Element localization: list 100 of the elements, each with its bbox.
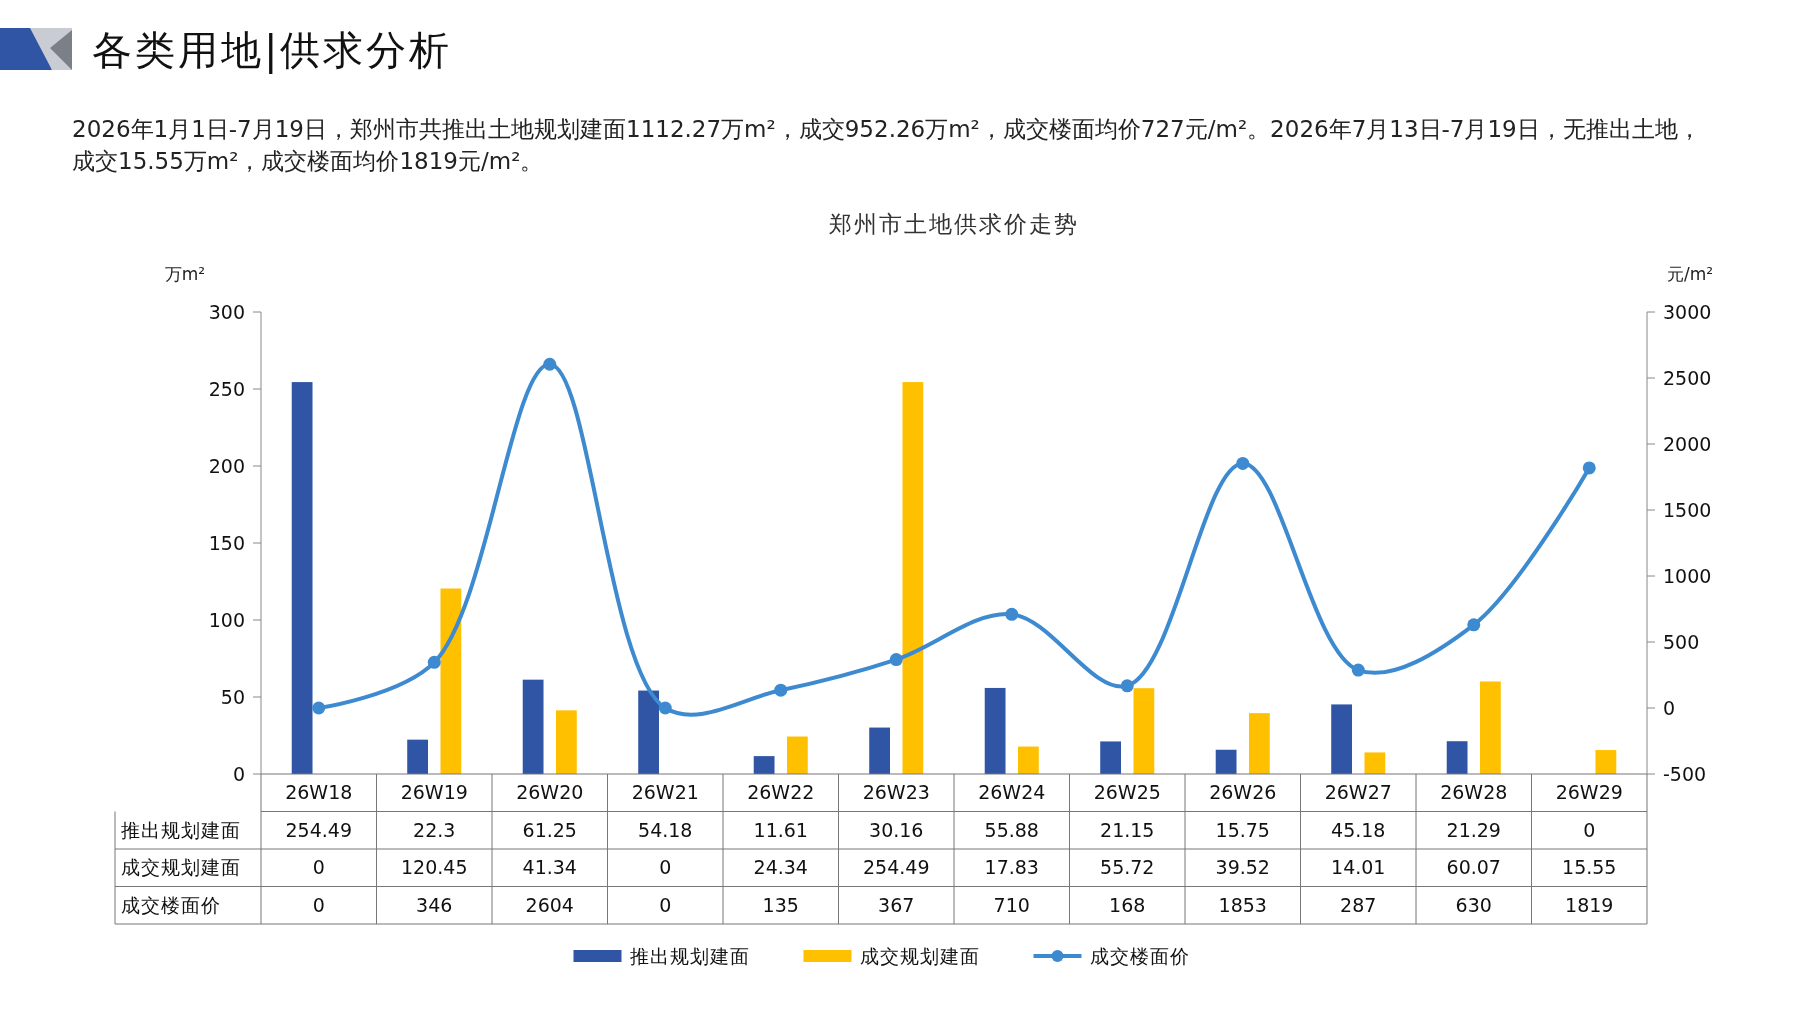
data-label: 2604 — [525, 893, 574, 916]
data-label: 710 — [993, 893, 1030, 916]
bar — [753, 756, 775, 774]
text: 推出规划建面 — [121, 818, 241, 841]
data-label: 14.01 — [1331, 856, 1386, 879]
bar — [1479, 681, 1501, 774]
data-label: 1819 — [1565, 893, 1614, 916]
data-label: 61.25 — [522, 818, 577, 841]
text: 成交楼面价 — [121, 893, 221, 916]
y-axis-title: 万m² — [164, 264, 206, 284]
point — [889, 653, 903, 667]
x-tick-label: 26W19 — [400, 781, 468, 804]
data-label: 30.16 — [869, 818, 924, 841]
data-label: 254.49 — [285, 818, 352, 841]
point — [312, 701, 326, 715]
y2-tick-label: 2500 — [1663, 366, 1712, 389]
data-label: 135 — [762, 893, 799, 916]
bar — [1331, 704, 1353, 774]
x-tick-label: 26W22 — [747, 781, 815, 804]
x-tick-label: 26W25 — [1093, 781, 1161, 804]
data-label: 630 — [1455, 893, 1492, 916]
data-label: 287 — [1340, 893, 1377, 916]
data-label: 346 — [416, 893, 453, 916]
data-label: 45.18 — [1331, 818, 1386, 841]
point — [774, 683, 788, 697]
bar — [869, 727, 891, 774]
text: 成交规划建面 — [121, 856, 241, 879]
bar — [1446, 741, 1468, 774]
y-tick-label: 200 — [208, 454, 245, 477]
chart-subtitle: 2026年1月1日-7月19日，郑州市共推出土地规划建面1112.27万m²，成交952.26万m²，成交楼面均价727元/m²。2026年7月13日-7月19日，无推出土地，成交15.55万m²，成交楼面均价1819元/m²。 — [72, 116, 1701, 174]
bar — [555, 710, 577, 774]
data-label: 0 — [312, 893, 325, 916]
y-tick-label: 100 — [208, 608, 245, 631]
y-tick-label: 250 — [208, 377, 245, 400]
data-label: 17.83 — [984, 856, 1039, 879]
data-label: 168 — [1109, 893, 1146, 916]
bar — [1133, 688, 1155, 774]
data-label: 24.34 — [753, 856, 808, 879]
bar — [440, 588, 462, 774]
data-label: 39.52 — [1215, 856, 1270, 879]
x-tick-label: 26W18 — [285, 781, 353, 804]
legend-label: 成交规划建面 — [859, 944, 980, 967]
y2-tick-label: 3000 — [1663, 300, 1712, 323]
data-label: 1853 — [1218, 893, 1267, 916]
bar — [1595, 750, 1617, 774]
bar — [291, 382, 313, 774]
data-label: 41.34 — [522, 856, 577, 879]
bar — [522, 679, 544, 774]
point — [543, 357, 557, 371]
point — [1467, 618, 1481, 632]
y-tick-label: 0 — [232, 762, 245, 785]
x-tick-label: 26W24 — [978, 781, 1046, 804]
data-label: 60.07 — [1446, 856, 1501, 879]
y2-tick-label: 1500 — [1663, 498, 1712, 521]
bar — [984, 687, 1006, 774]
data-label: 22.3 — [413, 818, 456, 841]
point — [1582, 461, 1596, 475]
x-tick-label: 26W23 — [862, 781, 930, 804]
data-label: 0 — [659, 856, 672, 879]
data-label: 254.49 — [863, 856, 930, 879]
point — [1120, 679, 1134, 693]
y2-tick-label: 1000 — [1663, 564, 1712, 587]
x-tick-label: 26W20 — [516, 781, 584, 804]
bar — [1215, 749, 1237, 774]
data-label: 367 — [878, 893, 915, 916]
y2-tick-label: 2000 — [1663, 432, 1712, 455]
y2-tick-label: 0 — [1663, 696, 1676, 719]
y-tick-label: 150 — [208, 531, 245, 554]
bar — [1248, 713, 1270, 774]
x-tick-label: 26W21 — [631, 781, 699, 804]
data-label: 54.18 — [638, 818, 693, 841]
data-label: 15.75 — [1215, 818, 1270, 841]
point — [658, 701, 672, 715]
bar — [1017, 746, 1039, 774]
data-label: 21.15 — [1100, 818, 1155, 841]
x-tick-label: 26W26 — [1209, 781, 1277, 804]
data-label: 55.88 — [984, 818, 1039, 841]
data-label: 0 — [1583, 818, 1596, 841]
data-label: 21.29 — [1446, 818, 1501, 841]
bar — [407, 739, 429, 774]
bar — [1364, 752, 1386, 774]
data-label: 0 — [312, 856, 325, 879]
legend-label: 推出规划建面 — [629, 944, 750, 967]
x-tick-label: 26W28 — [1440, 781, 1508, 804]
legend-label: 成交楼面价 — [1089, 944, 1190, 967]
point — [1351, 663, 1365, 677]
x-tick-label: 26W29 — [1555, 781, 1623, 804]
bar — [1100, 741, 1122, 774]
text: 各类用地|供求分析 — [92, 27, 453, 74]
point — [427, 655, 441, 669]
chart-title: 郑州市土地供求价走势 — [829, 211, 1079, 237]
y2-axis-title: 元/m² — [1666, 264, 1714, 284]
y2-tick-label: 500 — [1663, 630, 1700, 653]
y2-tick-label: -500 — [1663, 762, 1707, 785]
point — [1236, 456, 1250, 470]
data-label: 15.55 — [1562, 856, 1617, 879]
bar — [638, 690, 660, 774]
data-label: 0 — [659, 893, 672, 916]
data-label: 11.61 — [753, 818, 808, 841]
y-tick-label: 50 — [220, 685, 245, 708]
